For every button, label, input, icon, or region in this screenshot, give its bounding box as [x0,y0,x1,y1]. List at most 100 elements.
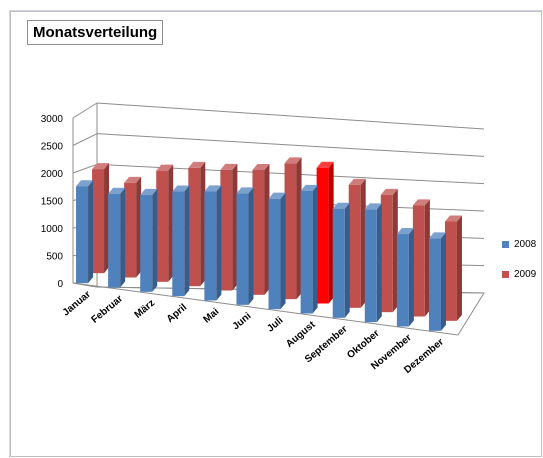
bar-2009-oktober-side [392,188,398,313]
bar-2008-oktober-side [376,203,382,323]
bar-2009-juli-top [284,157,302,164]
bar-2008-november-top [396,228,414,235]
bar-2009-september-side [360,178,366,308]
bar-2008-august-side [312,184,318,314]
bar-2009-juni-side [264,163,270,295]
bar-2009-januar-top [92,163,110,170]
bar-2009-april [188,167,201,287]
legend-item-2009: 2009 [502,266,542,283]
bar-2008-märz-top [140,188,158,195]
bar-2008-august-top [300,184,318,191]
y-tick-label: 3000 [41,114,64,125]
bar-2009-april-top [188,161,206,168]
bar-2008-mai-side [216,185,222,301]
bar-2008-juni [236,193,249,305]
legend-label-2008: 2008 [514,239,537,250]
bar-2009-märz-side [168,164,174,282]
bar-2009-november-side [424,199,430,317]
y-tick-label: 2500 [41,142,64,153]
bar-2008-september-top [332,202,350,209]
bar-2008-januar-side [88,180,94,284]
bar-2008-dezember-top [428,232,446,239]
bar-2008-august [300,190,313,314]
bar-2008-juni-top [236,187,254,194]
bar-2009-dezember-top [444,215,462,222]
legend-swatch-2008 [502,241,509,248]
bar-2009-april-side [200,161,206,287]
bar-2008-november [396,234,409,327]
bar-2008-april-top [172,185,190,192]
bar-2009-september [348,184,361,308]
bar-2008-juli-side [280,192,286,310]
bar-2008-oktober [364,209,377,323]
legend-label-2009: 2009 [514,269,537,280]
bar-2008-januar-top [76,180,94,187]
bar-2008-dezember [428,238,441,331]
x-tick-label-märz: März [133,298,158,321]
bar-2008-februar [108,193,121,288]
y-tick-label: 1000 [41,224,64,235]
bar-2008-februar-top [108,187,126,194]
sheet-top-edge [0,10,543,11]
x-tick-label-april: April [165,302,190,325]
bar-2009-juli [284,163,297,300]
y-tick-label: 2000 [41,169,64,180]
sheet-row-header-strip [0,10,10,458]
bar-2009-september-top [348,178,366,185]
x-tick-label-juli: Juli [265,315,285,335]
bar-2009-januar-side [104,163,110,274]
bar-2008-februar-side [120,187,126,288]
y-tick-label: 0 [57,279,63,290]
bar-2008-mai [204,191,217,301]
bar-2009-märz [156,170,169,282]
side-gridline-2000 [72,163,98,174]
bar-2008-november-side [408,228,414,327]
bar-2009-november [412,205,425,317]
y-tick-label: 1500 [41,197,64,208]
bar-2008-juli [268,198,281,310]
bar-2008-september-side [344,202,350,318]
bar-2008-mai-top [204,185,222,192]
bar-2008-april-side [184,185,190,297]
bar-2009-august-top [316,161,334,168]
bar-2009-juli-side [296,157,302,300]
bar-2009-oktober-top [380,188,398,195]
bar-2009-dezember [444,221,457,321]
legend-swatch-2009 [502,271,509,278]
bar-2009-februar-top [124,176,142,183]
bar-2009-märz-top [156,164,174,171]
bar-2008-september [332,208,345,318]
bar-2008-juli-top [268,192,286,199]
bar-2009-november-top [412,199,430,206]
bar-2008-märz [140,194,153,292]
gridline-3000 [96,102,485,130]
bar-2009-februar [124,182,137,278]
bar-2009-mai [220,169,233,291]
x-tick-label-juni: Juni [231,311,254,333]
y-tick-label: 500 [46,252,63,263]
legend-item-2008: 2008 [502,236,542,253]
bar-2009-februar-side [136,176,142,278]
side-gridline-2500 [72,133,98,146]
bar-2008-märz-side [152,188,158,292]
bar-2008-januar [76,186,89,284]
x-tick-label-mai: Mai [201,306,221,325]
bar-2009-mai-side [232,163,238,291]
legend[interactable]: 2008 2009 [502,236,542,296]
floor [72,282,485,336]
bar-2008-oktober-top [364,203,382,210]
side-gridline-3000 [72,102,98,119]
chart-title[interactable]: Monatsverteilung [27,20,164,45]
bar-2008-dezember-side [440,232,446,331]
bar-2009-dezember-side [456,215,462,321]
x-tick-label-august: August [284,319,318,350]
bar-2008-april [172,191,185,297]
bar-2009-juni-top [252,163,270,170]
x-tick-label-februar: Februar [89,293,125,325]
gridline-2500 [96,133,485,157]
x-tick-label-oktober: Oktober [345,328,382,361]
bar-2009-januar [92,169,105,274]
bar-2008-juni-side [248,187,254,305]
bar-2009-mai-top [220,163,238,170]
